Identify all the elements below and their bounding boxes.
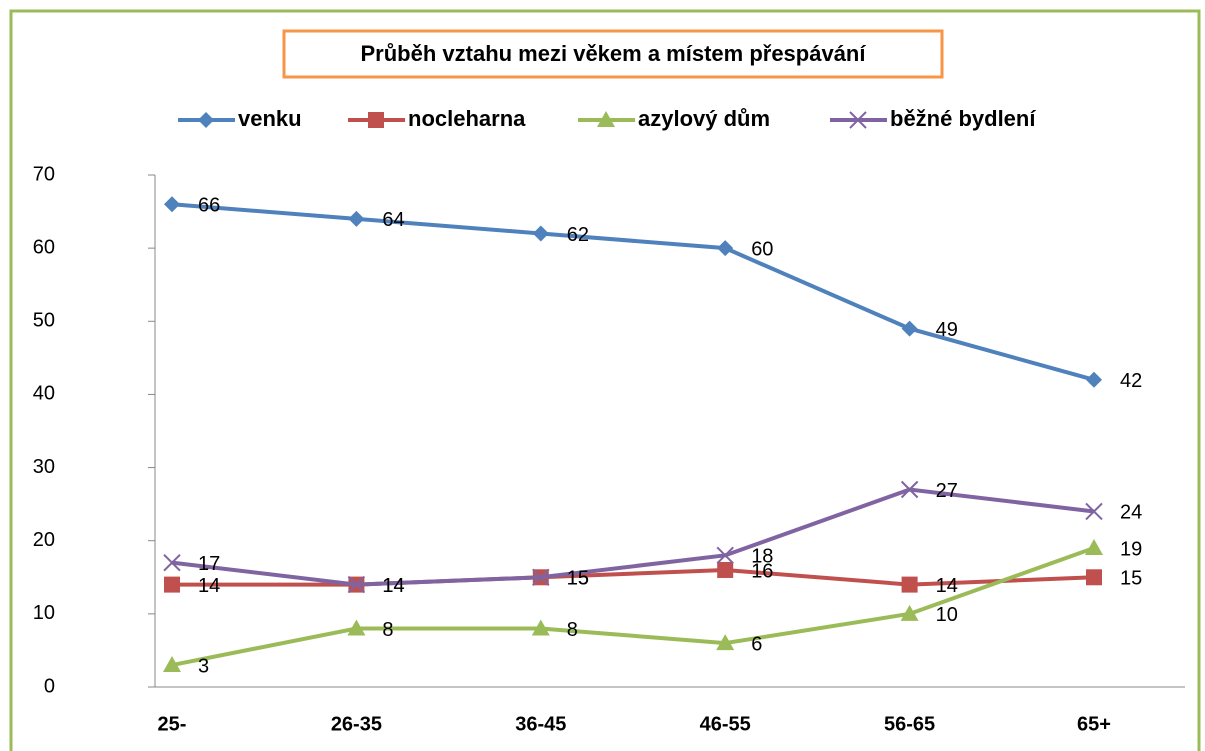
data-label: 19 (1120, 538, 1142, 560)
marker (900, 604, 919, 621)
data-label: 42 (1120, 370, 1142, 392)
marker (163, 553, 181, 572)
data-label: 18 (751, 546, 773, 568)
marker (163, 656, 181, 673)
data-label: 64 (382, 209, 404, 231)
x-tick-label: 46-55 (700, 713, 751, 735)
legend-label: nocleharna (408, 106, 526, 131)
y-tick-label: 60 (33, 236, 55, 258)
series-line (171, 546, 1095, 668)
y-tick-label: 30 (33, 456, 55, 478)
marker (164, 196, 180, 213)
x-tick-label: 25- (158, 713, 187, 735)
data-label: 66 (198, 195, 220, 217)
x-tick-label: 26-35 (331, 713, 382, 735)
marker (716, 546, 734, 565)
data-label: 15 (567, 568, 589, 590)
marker (348, 210, 365, 227)
data-label: 14 (382, 575, 404, 597)
y-tick-label: 40 (33, 383, 55, 405)
x-tick-label: 56-65 (884, 713, 935, 735)
marker (347, 575, 366, 594)
x-tick-label: 65+ (1077, 713, 1111, 735)
series-line (171, 202, 1095, 382)
marker (531, 619, 550, 636)
marker (716, 634, 735, 651)
data-label: 27 (936, 480, 958, 502)
title-box (282, 29, 944, 79)
data-label: 3 (198, 655, 209, 677)
data-label: 60 (751, 238, 773, 260)
marker (198, 112, 214, 128)
legend-label: azylový dům (638, 106, 770, 131)
marker (1085, 502, 1103, 521)
marker (900, 480, 919, 499)
marker (901, 576, 918, 593)
frame (9, 9, 1201, 751)
marker (164, 576, 180, 593)
marker (532, 225, 549, 242)
y-tick-label: 10 (33, 602, 55, 624)
data-label: 14 (198, 575, 220, 597)
data-label: 16 (751, 560, 773, 582)
data-label: 15 (1120, 568, 1142, 590)
data-label: 24 (1120, 502, 1142, 524)
marker (597, 111, 615, 127)
data-label: 62 (567, 224, 589, 246)
data-label: 8 (382, 619, 393, 641)
y-tick-label: 20 (33, 529, 55, 551)
legend-label: běžné bydlení (890, 106, 1036, 131)
series-line (172, 567, 1095, 587)
marker (347, 619, 366, 636)
y-tick-label: 50 (33, 310, 55, 332)
marker (532, 568, 550, 586)
y-tick-label: 0 (44, 675, 55, 697)
data-label: 10 (936, 604, 958, 626)
marker (717, 240, 734, 257)
marker (901, 320, 918, 337)
data-label: 14 (936, 575, 958, 597)
x-tick-label: 36-45 (515, 713, 566, 735)
marker (849, 111, 867, 129)
data-label: 8 (567, 619, 578, 641)
data-label: 6 (751, 633, 762, 655)
data-label: 49 (936, 319, 958, 341)
data-label: 17 (198, 553, 220, 575)
chart-title: Průběh vztahu mezi věkem a místem přespá… (361, 41, 867, 66)
marker (1086, 569, 1102, 586)
marker (368, 112, 384, 128)
data-label: 14 (382, 575, 404, 597)
marker (717, 561, 734, 578)
marker (1086, 371, 1102, 388)
y-tick-label: 70 (33, 163, 55, 185)
legend-label: venku (238, 106, 302, 131)
series-line (171, 487, 1095, 587)
marker (1085, 539, 1103, 556)
